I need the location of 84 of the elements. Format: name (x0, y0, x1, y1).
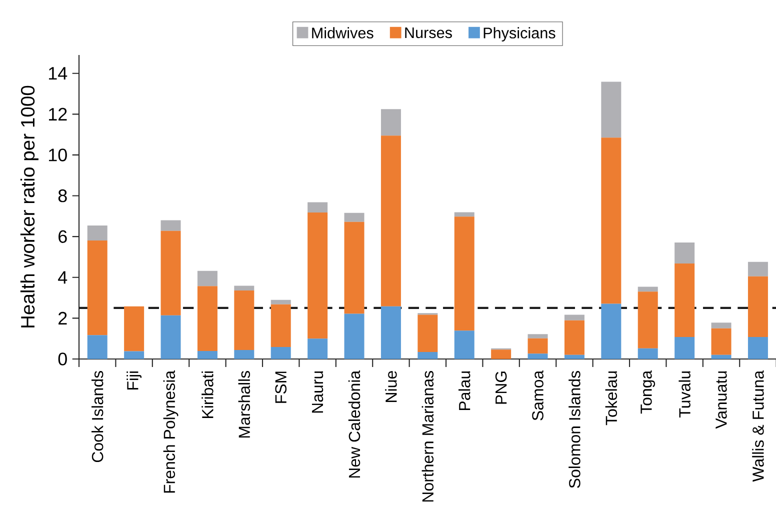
bar (638, 348, 658, 359)
bar (380, 109, 401, 136)
x-tick-label: Palau (458, 371, 470, 410)
bar (234, 290, 254, 350)
bar (87, 240, 108, 336)
bar (711, 328, 732, 355)
bar (270, 346, 291, 359)
bar (528, 334, 548, 338)
bar (344, 314, 364, 359)
x-tick-label: New Caledonia (348, 370, 360, 478)
x-tick-label: Kiribati (202, 371, 214, 418)
bar (638, 292, 658, 348)
bar (87, 335, 108, 359)
y-tick-label: 10 (48, 148, 67, 162)
y-tick-label: 4 (58, 271, 68, 284)
x-tick-label: Nauru (312, 371, 324, 413)
bar (160, 230, 181, 316)
x-tick-label: Marshalls (238, 370, 250, 438)
bar (748, 336, 768, 359)
bar (197, 286, 218, 352)
bar (674, 264, 695, 337)
y-tick-label: 2 (58, 312, 67, 324)
x-tick-label: Tokelau (605, 371, 618, 426)
bar (638, 286, 658, 292)
legend-label: Midwives (312, 27, 374, 38)
bar (197, 270, 218, 286)
x-tick-label: Solomon Islands (568, 370, 580, 488)
x-tick-label: French Polynesia (163, 370, 178, 493)
legend-label: Physicians (484, 27, 556, 42)
y-tick-label: 6 (58, 230, 67, 243)
bar (674, 242, 695, 264)
bar (454, 216, 474, 331)
bar (160, 315, 181, 359)
bar (270, 300, 291, 304)
x-tick-label: Northern Marianas (422, 370, 434, 502)
bar (87, 226, 108, 240)
bar (601, 304, 622, 359)
x-tick-label: Cook Islands (91, 370, 104, 462)
bar (601, 82, 622, 138)
bar (528, 338, 548, 354)
x-tick-label: Tuvalu (678, 371, 690, 418)
x-tick-label: FSM (275, 372, 287, 403)
bar (197, 351, 218, 359)
bar (748, 276, 768, 337)
bar (418, 314, 438, 352)
bar (454, 330, 474, 359)
bar (711, 322, 732, 328)
bar (124, 306, 144, 352)
bar (308, 212, 328, 339)
bar (674, 336, 695, 359)
bar (270, 304, 291, 347)
x-tick-label: PNG (495, 372, 507, 404)
bar (564, 314, 584, 320)
bar (380, 136, 401, 306)
bar (344, 222, 364, 314)
bar (491, 350, 512, 359)
x-tick-label: Samoa (532, 370, 544, 420)
y-tick-label: 8 (58, 189, 67, 202)
bar (308, 202, 328, 212)
bar (564, 320, 584, 355)
bar (160, 220, 181, 231)
y-tick-label: 14 (48, 67, 68, 80)
x-tick-label: Tonga (640, 370, 656, 414)
x-tick-label: Niue (385, 371, 397, 402)
bar (748, 262, 768, 276)
bar (418, 352, 438, 359)
legend-label: Nurses (405, 27, 452, 38)
y-axis-title: Health worker ratio per 1000 (20, 86, 38, 328)
bar (124, 351, 144, 359)
bar (380, 306, 401, 359)
y-tick-label: 0 (58, 352, 67, 366)
bar (234, 286, 254, 290)
bar (234, 350, 254, 359)
bar (564, 354, 584, 359)
y-tick-label: 12 (48, 108, 67, 120)
bar (601, 138, 622, 304)
x-tick-label: Wallis & Futuna (752, 370, 764, 482)
bar (711, 354, 732, 359)
bar (344, 212, 364, 222)
x-tick-label: Fiji (126, 371, 142, 390)
bar (454, 212, 474, 217)
x-tick-label: Vanuatu (716, 371, 727, 429)
bar (528, 354, 548, 359)
bar (308, 338, 328, 359)
